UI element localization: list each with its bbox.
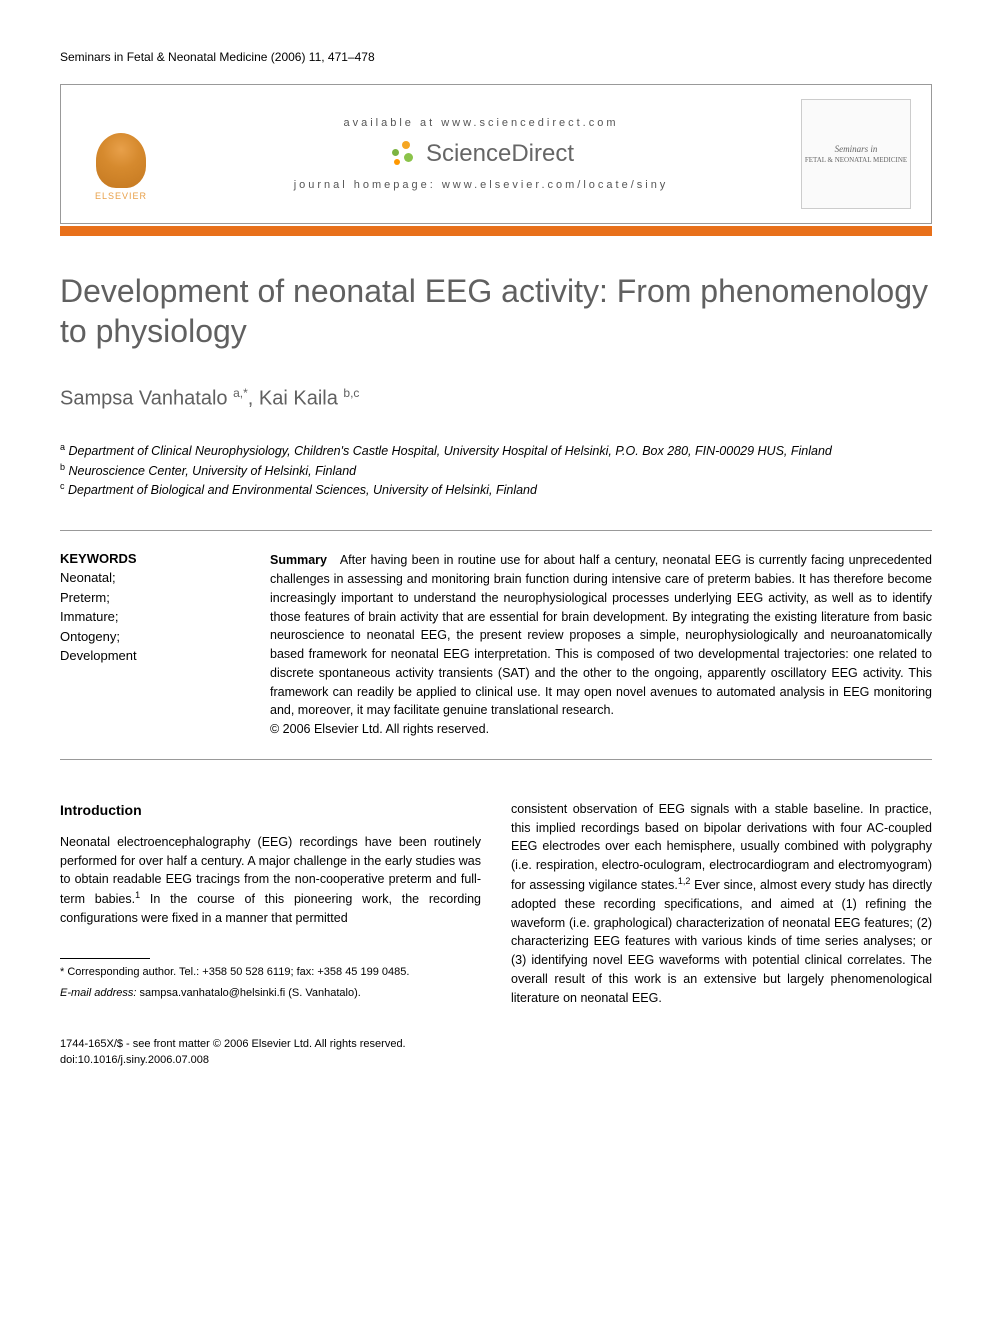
intro-para-right: consistent observation of EEG signals wi… [511, 800, 932, 1007]
author-2-affil-sup: b,c [343, 386, 359, 400]
author-2-name: Kai Kaila [259, 388, 338, 410]
keyword-item: Ontogeny; [60, 627, 240, 647]
sciencedirect-text: ScienceDirect [426, 140, 574, 168]
sciencedirect-icon [388, 139, 418, 169]
keyword-item: Immature; [60, 607, 240, 627]
elsevier-label: ELSEVIER [95, 191, 147, 201]
cover-title: Seminars in [835, 144, 878, 154]
divider-line [60, 530, 932, 531]
footer-doi: doi:10.1016/j.siny.2006.07.008 [60, 1053, 932, 1068]
author-1-affil-sup: a,* [233, 386, 248, 400]
elsevier-logo-icon [86, 108, 156, 188]
keyword-item: Neonatal; [60, 568, 240, 588]
keywords-heading: KEYWORDS [60, 551, 240, 566]
summary-copyright: © 2006 Elsevier Ltd. All rights reserved… [270, 720, 932, 739]
citation-ref: 1,2 [678, 876, 691, 886]
affiliation-c: c Department of Biological and Environme… [60, 480, 932, 500]
keywords-box: KEYWORDS Neonatal; Preterm; Immature; On… [60, 551, 240, 739]
body-col-left: Introduction Neonatal electroencephalogr… [60, 800, 481, 1007]
affiliation-a: a Department of Clinical Neurophysiology… [60, 441, 932, 461]
footnote-separator [60, 958, 150, 959]
sciencedirect-logo: ScienceDirect [388, 139, 574, 169]
elsevier-logo-block: ELSEVIER [81, 108, 161, 201]
journal-cover-thumb: Seminars in FETAL & NEONATAL MEDICINE [801, 99, 911, 209]
abstract-section: KEYWORDS Neonatal; Preterm; Immature; On… [60, 551, 932, 760]
author-1-name: Sampsa Vanhatalo [60, 388, 228, 410]
intro-para-left: Neonatal electroencephalography (EEG) re… [60, 833, 481, 928]
journal-header: Seminars in Fetal & Neonatal Medicine (2… [60, 50, 932, 64]
keyword-item: Development [60, 646, 240, 666]
article-title: Development of neonatal EEG activity: Fr… [60, 271, 932, 351]
email-link[interactable]: sampsa.vanhatalo@helsinki.fi [139, 987, 285, 999]
journal-homepage-text: journal homepage: www.elsevier.com/locat… [294, 179, 669, 191]
intro-heading: Introduction [60, 800, 481, 821]
body-two-column: Introduction Neonatal electroencephalogr… [60, 800, 932, 1007]
summary-label: Summary [270, 553, 327, 567]
corresponding-author-footnote: * Corresponding author. Tel.: +358 50 52… [60, 965, 481, 980]
cover-subtitle: FETAL & NEONATAL MEDICINE [805, 156, 907, 164]
footer-publication-info: 1744-165X/$ - see front matter © 2006 El… [60, 1037, 932, 1068]
body-col-right: consistent observation of EEG signals wi… [511, 800, 932, 1007]
publisher-banner: ELSEVIER available at www.sciencedirect.… [60, 84, 932, 224]
authors-line: Sampsa Vanhatalo a,*, Kai Kaila b,c [60, 386, 932, 411]
summary-box: Summary After having been in routine use… [270, 551, 932, 739]
summary-text: After having been in routine use for abo… [270, 553, 932, 717]
email-footnote: E-mail address: sampsa.vanhatalo@helsink… [60, 986, 481, 1001]
keywords-list: Neonatal; Preterm; Immature; Ontogeny; D… [60, 568, 240, 666]
affiliation-b: b Neuroscience Center, University of Hel… [60, 461, 932, 481]
available-at-text: available at www.sciencedirect.com [343, 117, 618, 129]
keyword-item: Preterm; [60, 588, 240, 608]
orange-divider-bar [60, 226, 932, 236]
affiliations-block: a Department of Clinical Neurophysiology… [60, 441, 932, 501]
footer-line-1: 1744-165X/$ - see front matter © 2006 El… [60, 1037, 932, 1052]
